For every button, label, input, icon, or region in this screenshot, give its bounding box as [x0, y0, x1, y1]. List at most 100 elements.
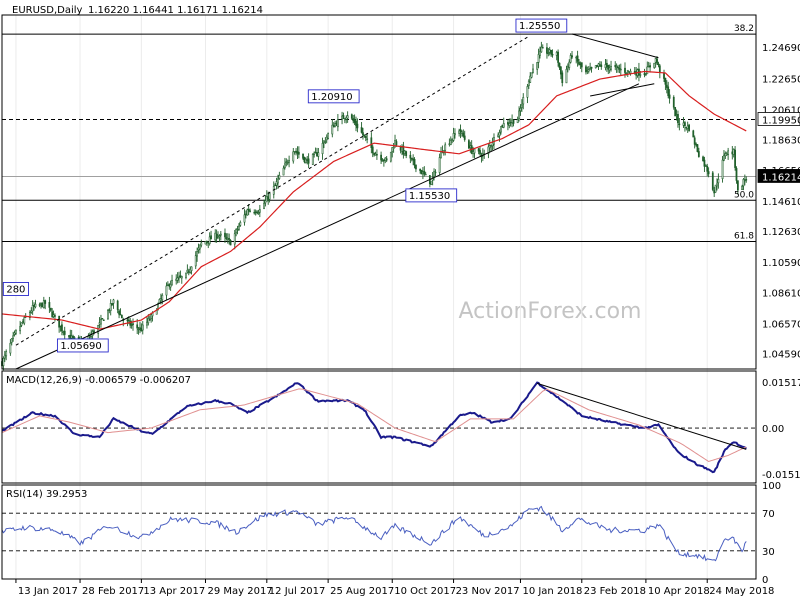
candle	[356, 118, 359, 133]
candle	[568, 59, 571, 71]
candle	[428, 175, 431, 188]
candle-body	[723, 154, 725, 161]
candle	[194, 251, 197, 270]
candle	[112, 298, 115, 309]
candle	[190, 266, 193, 275]
candle	[559, 66, 562, 80]
candle	[454, 128, 456, 139]
candle-body	[569, 55, 572, 63]
candle	[618, 64, 621, 74]
candle	[502, 117, 505, 129]
candle-body	[724, 153, 727, 157]
candle	[185, 272, 187, 280]
candle-body	[395, 141, 398, 146]
candle	[360, 122, 363, 134]
candle-body	[158, 299, 161, 304]
candle-body	[568, 61, 571, 68]
candle	[385, 156, 388, 163]
candle	[200, 239, 203, 248]
price-panel-frame	[1, 14, 757, 370]
candle	[551, 49, 554, 58]
candle-body	[218, 235, 221, 238]
candle	[284, 157, 286, 170]
candle	[215, 229, 218, 243]
candle-body	[734, 149, 736, 168]
candle	[229, 239, 232, 246]
rsi-panel-frame	[1, 484, 757, 580]
candle-body	[236, 228, 239, 231]
candle	[233, 229, 236, 250]
macd-panel-frame	[1, 370, 757, 484]
candle-body	[253, 211, 256, 214]
candle-body	[392, 147, 395, 149]
candle	[228, 233, 231, 245]
candle	[274, 183, 277, 187]
price-axis-tick: 1.20610	[762, 105, 800, 116]
price-annotation-box	[2, 282, 29, 296]
candle	[107, 309, 109, 320]
candle-body	[189, 268, 192, 273]
candle	[3, 350, 6, 363]
candle	[217, 231, 219, 240]
candle-body	[667, 86, 670, 97]
candle-body	[610, 65, 612, 70]
candle-body	[608, 67, 611, 71]
candle-body	[228, 238, 231, 240]
candle	[306, 155, 309, 165]
macd-axis-tick: -0.015105	[762, 470, 800, 481]
candle	[254, 209, 257, 216]
candle-body	[10, 338, 13, 343]
candle	[566, 63, 569, 73]
candle-body	[479, 150, 481, 155]
candle-body	[175, 278, 178, 281]
candle	[44, 299, 47, 310]
candle	[516, 116, 519, 124]
x-axis-tick-label: 13 Apr 2017	[143, 586, 205, 597]
candle-body	[342, 115, 345, 120]
candle	[49, 307, 52, 312]
candle-body	[295, 150, 297, 153]
candle-body	[278, 174, 281, 179]
candle-body	[546, 47, 548, 54]
rsi-label: RSI(14) 39.2953	[6, 489, 87, 500]
candle	[629, 68, 632, 76]
candle	[374, 151, 377, 156]
candle-body	[317, 152, 320, 157]
candle	[619, 63, 622, 76]
candle-body	[653, 62, 656, 68]
candle-body	[204, 241, 207, 245]
candle-body	[526, 86, 529, 98]
candle	[380, 151, 382, 164]
candle-body	[473, 148, 476, 154]
candle	[373, 152, 376, 157]
candle	[405, 150, 408, 159]
candle-body	[704, 165, 707, 167]
candle-body	[459, 129, 462, 133]
candle	[686, 121, 689, 133]
price-axis-tick: 1.04590	[762, 350, 800, 361]
candle	[693, 135, 696, 149]
candle	[449, 136, 452, 146]
candle	[141, 321, 144, 335]
candle	[109, 299, 112, 316]
candle-body	[306, 159, 309, 161]
candle-body	[58, 315, 61, 328]
candle-body	[61, 324, 63, 332]
candle-body	[311, 153, 314, 165]
candle-body	[345, 117, 348, 120]
candle	[459, 124, 462, 139]
candle	[116, 299, 119, 314]
candle	[208, 232, 211, 246]
candle-body	[403, 150, 406, 154]
candle-body	[451, 138, 454, 141]
candle	[415, 164, 417, 173]
candle-body	[371, 146, 374, 154]
candle	[148, 315, 151, 321]
candle-body	[205, 241, 208, 243]
candle	[249, 208, 251, 213]
candle-body	[229, 239, 232, 246]
candle-body	[491, 142, 494, 147]
candle-body	[617, 66, 619, 69]
candle	[62, 330, 65, 336]
candle	[313, 151, 316, 158]
